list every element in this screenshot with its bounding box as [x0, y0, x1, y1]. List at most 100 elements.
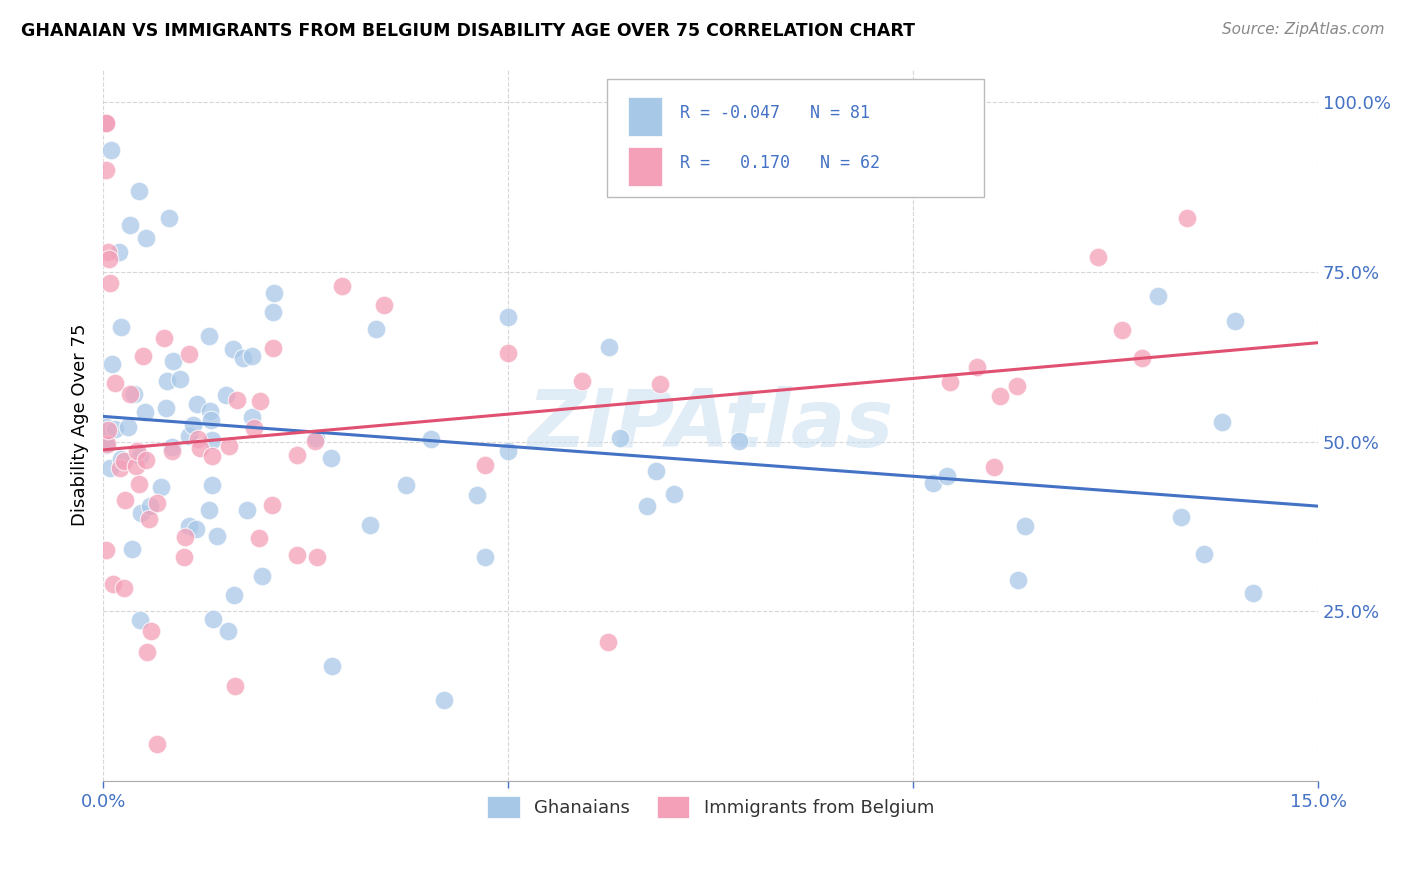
Point — [110, 451, 132, 466]
Point — [201, 449, 224, 463]
Point — [225, 392, 247, 407]
Point — [922, 475, 945, 490]
Point — [160, 441, 183, 455]
Point — [97, 423, 120, 437]
Point — [200, 413, 222, 427]
Point — [1014, 519, 1036, 533]
Point — [364, 321, 387, 335]
Point — [935, 468, 957, 483]
Point — [177, 429, 200, 443]
Point — [1007, 573, 1029, 587]
Point — [160, 444, 183, 458]
Point — [125, 458, 148, 473]
Point — [359, 518, 381, 533]
Point — [97, 244, 120, 259]
Point — [240, 349, 263, 363]
Point — [145, 496, 167, 510]
Point — [1170, 510, 1192, 524]
Point — [184, 522, 207, 536]
Point — [250, 569, 273, 583]
Point — [122, 387, 145, 401]
Point — [249, 394, 271, 409]
Point — [598, 340, 620, 354]
Point — [118, 387, 141, 401]
Point — [474, 550, 496, 565]
Point — [648, 377, 671, 392]
Point — [112, 581, 135, 595]
Point — [186, 397, 208, 411]
Point — [198, 503, 221, 517]
Point — [262, 342, 284, 356]
Point — [127, 444, 149, 458]
Point — [181, 417, 204, 432]
Bar — [628, 147, 662, 186]
Point — [609, 431, 631, 445]
Point — [222, 588, 245, 602]
Point — [128, 449, 150, 463]
Point — [173, 550, 195, 565]
Point — [215, 388, 238, 402]
Point — [114, 493, 136, 508]
Bar — [628, 97, 662, 136]
Point — [240, 410, 263, 425]
Point — [153, 331, 176, 345]
Point — [187, 432, 209, 446]
Point — [988, 389, 1011, 403]
Point — [117, 420, 139, 434]
Point — [96, 420, 118, 434]
Point — [132, 349, 155, 363]
Point — [983, 460, 1005, 475]
Point — [94, 116, 117, 130]
Point — [728, 434, 751, 449]
Point — [307, 550, 329, 565]
Point — [94, 543, 117, 558]
Point — [224, 679, 246, 693]
Point — [373, 298, 395, 312]
Point — [157, 211, 180, 225]
Y-axis label: Disability Age Over 75: Disability Age Over 75 — [72, 324, 89, 526]
Point — [419, 432, 441, 446]
Point — [285, 448, 308, 462]
Text: GHANAIAN VS IMMIGRANTS FROM BELGIUM DISABILITY AGE OVER 75 CORRELATION CHART: GHANAIAN VS IMMIGRANTS FROM BELGIUM DISA… — [21, 22, 915, 40]
Point — [104, 422, 127, 436]
Point — [135, 645, 157, 659]
Point — [135, 452, 157, 467]
Point — [1225, 314, 1247, 328]
Text: R = -0.047   N = 81: R = -0.047 N = 81 — [681, 103, 870, 121]
Point — [496, 444, 519, 458]
Point — [1192, 547, 1215, 561]
Point — [169, 372, 191, 386]
Point — [496, 346, 519, 360]
Point — [173, 530, 195, 544]
Point — [218, 439, 240, 453]
Point — [135, 231, 157, 245]
Point — [94, 116, 117, 130]
Text: ZIPAtlas: ZIPAtlas — [527, 385, 894, 464]
Point — [149, 480, 172, 494]
FancyBboxPatch shape — [607, 79, 984, 197]
Point — [201, 612, 224, 626]
Point — [1211, 415, 1233, 429]
Point — [205, 529, 228, 543]
Point — [596, 635, 619, 649]
Point — [1087, 250, 1109, 264]
Point — [474, 458, 496, 472]
Point — [110, 319, 132, 334]
Point — [1241, 586, 1264, 600]
Point — [177, 347, 200, 361]
Point — [134, 404, 156, 418]
Point — [112, 454, 135, 468]
Point — [247, 532, 270, 546]
Point — [94, 431, 117, 445]
Point — [96, 163, 118, 178]
Point — [1130, 351, 1153, 365]
Point — [100, 143, 122, 157]
Point — [222, 342, 245, 356]
Point — [177, 519, 200, 533]
Point — [141, 624, 163, 638]
Point — [98, 252, 121, 266]
Point — [395, 478, 418, 492]
Point — [966, 359, 988, 374]
Point — [332, 279, 354, 293]
Point — [138, 511, 160, 525]
